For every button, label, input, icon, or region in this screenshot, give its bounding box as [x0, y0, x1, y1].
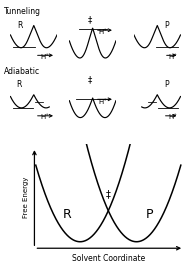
Text: P: P — [164, 80, 169, 89]
Text: H⁺: H⁺ — [99, 98, 108, 105]
Text: H⁺: H⁺ — [40, 53, 49, 60]
Text: H⁺: H⁺ — [99, 30, 108, 35]
Text: Tunneling: Tunneling — [4, 7, 41, 16]
Text: R: R — [17, 20, 23, 30]
Text: H⁺: H⁺ — [168, 53, 177, 60]
Text: ‡: ‡ — [88, 76, 92, 85]
Text: P: P — [146, 207, 154, 221]
Text: R: R — [16, 80, 21, 89]
Text: ‡: ‡ — [106, 189, 111, 199]
Text: H⁺: H⁺ — [168, 114, 177, 120]
Text: Solvent Coordinate: Solvent Coordinate — [72, 254, 145, 263]
Text: Adiabatic: Adiabatic — [4, 67, 40, 76]
Text: R: R — [62, 207, 71, 221]
Text: Free Energy: Free Energy — [23, 177, 29, 218]
Text: P: P — [164, 20, 169, 30]
Text: ‡: ‡ — [88, 15, 92, 24]
Text: H⁺: H⁺ — [40, 114, 49, 120]
